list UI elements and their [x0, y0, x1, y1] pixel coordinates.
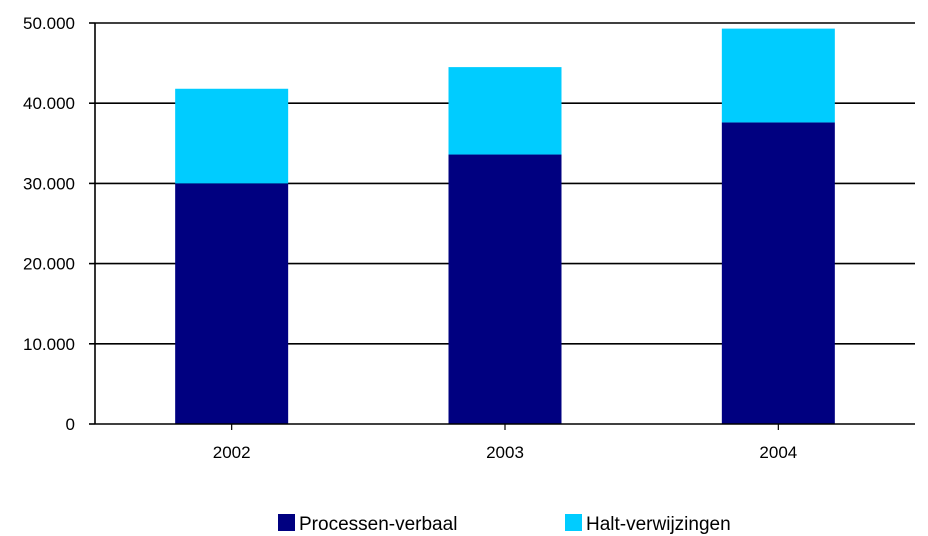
x-tick-label: 2003 — [486, 443, 524, 462]
bar-processen-verbaal-2002 — [175, 183, 289, 424]
x-tick-label: 2004 — [759, 443, 797, 462]
y-tick-label: 50.000 — [23, 14, 75, 33]
bar-halt-verwijzingen-2003 — [448, 67, 562, 155]
legend-swatch — [278, 514, 295, 531]
y-axis-ticks: 0 10.000 20.000 30.000 40.000 50.000 — [23, 14, 95, 434]
legend: Processen-verbaal Halt-verwijzingen — [278, 514, 731, 535]
bar-halt-verwijzingen-2004 — [721, 28, 835, 123]
y-tick-label: 20.000 — [23, 255, 75, 274]
y-tick-label: 30.000 — [23, 174, 75, 193]
y-tick-label: 40.000 — [23, 94, 75, 113]
legend-label: Halt-verwijzingen — [586, 514, 731, 535]
x-tick-label: 2002 — [213, 443, 251, 462]
bar-processen-verbaal-2003 — [448, 154, 562, 424]
legend-label: Processen-verbaal — [299, 514, 457, 535]
bars — [175, 28, 835, 424]
y-tick-label: 10.000 — [23, 335, 75, 354]
x-axis-ticks: 2002 2003 2004 — [213, 424, 797, 462]
y-tick-label: 0 — [66, 415, 75, 434]
bar-processen-verbaal-2004 — [721, 122, 835, 424]
legend-swatch — [565, 514, 582, 531]
bar-halt-verwijzingen-2002 — [175, 88, 289, 184]
